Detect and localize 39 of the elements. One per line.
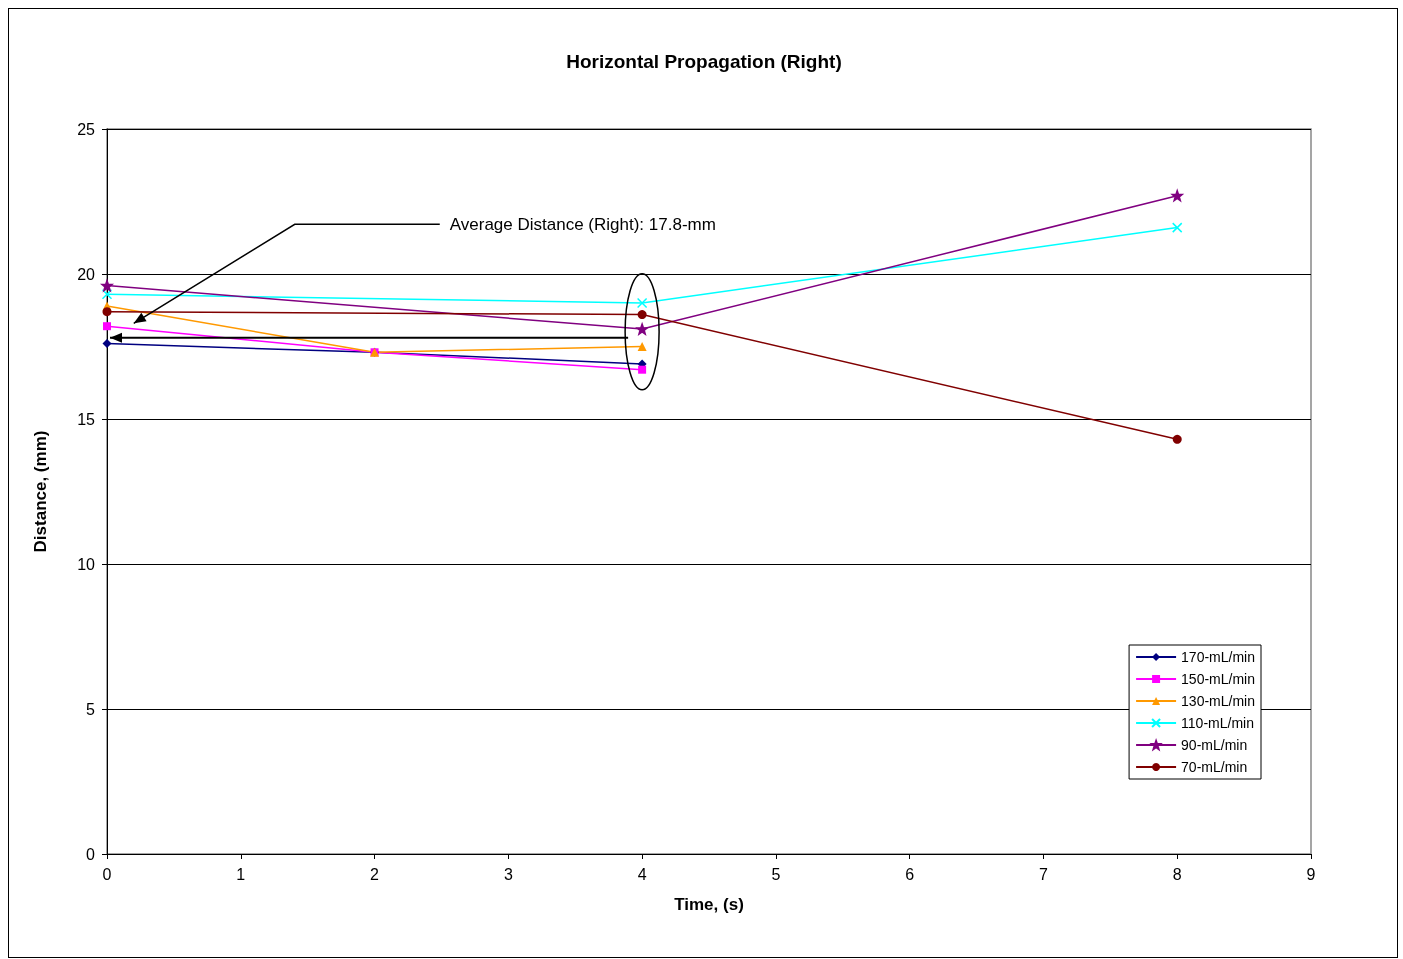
x-tick-label: 6 — [905, 865, 915, 883]
x-tick-label: 2 — [370, 865, 380, 883]
x-tick-label: 7 — [1038, 865, 1048, 883]
y-axis-title: Distance, (mm) — [31, 430, 50, 553]
x-tick-label: 4 — [637, 865, 647, 883]
y-tick-label: 10 — [77, 555, 96, 573]
y-tick-label: 0 — [86, 845, 96, 863]
point — [103, 322, 111, 331]
point — [1171, 222, 1183, 233]
y-tick-label: 20 — [77, 265, 96, 283]
x-tick-label: 0 — [102, 865, 112, 883]
annotation: Average Distance (Right): 17.8-mm — [449, 214, 716, 234]
point — [637, 342, 647, 351]
x-tick-label: 3 — [503, 865, 513, 883]
legend-label: 170-mL/min — [1181, 649, 1255, 665]
point — [102, 307, 112, 317]
y-tick-label: 15 — [77, 410, 96, 428]
legend-label: 130-mL/min — [1181, 693, 1255, 709]
x-axis-title: Time, (s) — [674, 895, 744, 914]
y-tick-label: 5 — [86, 700, 96, 718]
point — [1172, 434, 1182, 444]
x-tick-label: 9 — [1306, 865, 1316, 883]
x-tick-label: 5 — [771, 865, 781, 883]
chart-title: Horizontal Propagation (Right) — [566, 51, 842, 72]
x-tick-label: 8 — [1172, 865, 1182, 883]
x-tick-label: 1 — [236, 865, 246, 883]
point — [1171, 189, 1183, 202]
point — [102, 339, 112, 349]
legend-label: 110-mL/min — [1181, 715, 1254, 731]
y-tick-label: 25 — [77, 120, 96, 138]
legend-label: 150-mL/min — [1181, 671, 1255, 687]
point — [637, 310, 647, 320]
point — [636, 297, 648, 309]
point — [101, 289, 113, 300]
point — [636, 323, 648, 335]
point — [101, 279, 113, 292]
legend-label: 90-mL/min — [1181, 737, 1248, 753]
point — [638, 365, 647, 374]
legend-label: 70-mL/min — [1181, 759, 1248, 775]
